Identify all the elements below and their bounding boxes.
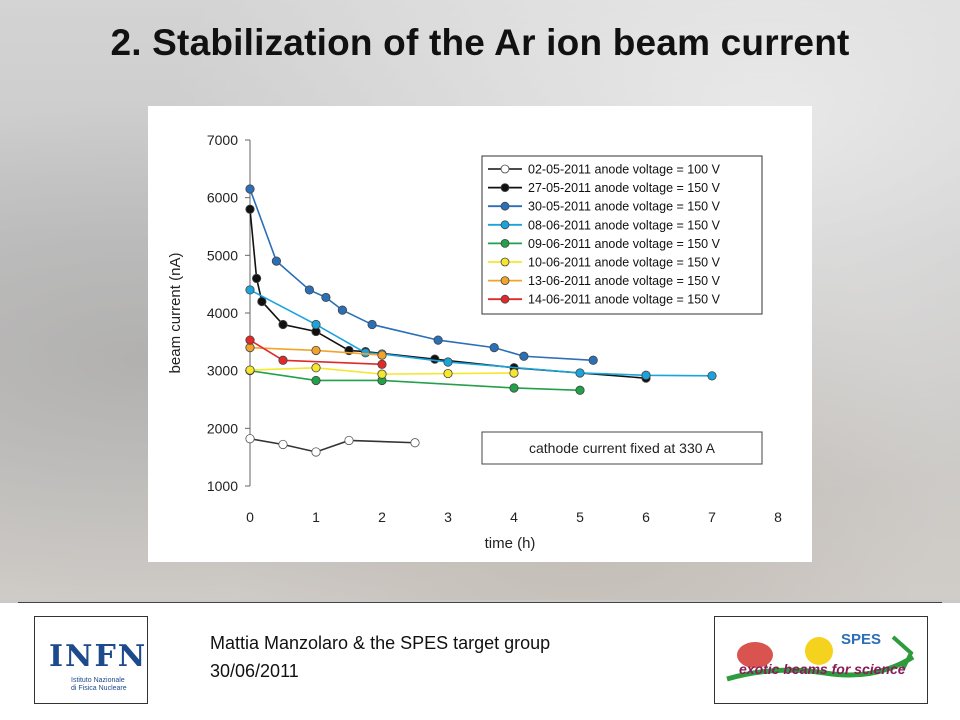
data-point xyxy=(377,359,387,369)
x-tick-label: 0 xyxy=(246,509,254,525)
legend-entry: 27-05-2011 anode voltage = 150 V xyxy=(528,181,721,195)
data-point xyxy=(321,292,331,303)
y-axis-label: beam current (nA) xyxy=(167,253,184,374)
x-tick-label: 5 xyxy=(576,509,584,525)
y-tick-label: 7000 xyxy=(207,132,238,148)
legend-swatch-marker xyxy=(500,201,510,211)
data-point xyxy=(344,435,354,446)
slide-title: 2. Stabilization of the Ar ion beam curr… xyxy=(110,22,850,63)
spes-logo-tagline: exotic beams for science xyxy=(739,661,906,677)
x-tick-label: 1 xyxy=(312,509,320,525)
legend-swatch-marker xyxy=(500,294,510,304)
legend-entry: 13-06-2011 anode voltage = 150 V xyxy=(528,274,721,288)
data-point xyxy=(519,351,529,361)
data-point xyxy=(377,369,387,379)
spes-logo-name: SPES xyxy=(841,631,882,648)
legend-entry: 14-06-2011 anode voltage = 150 V xyxy=(528,293,721,307)
data-point xyxy=(271,256,281,266)
data-point xyxy=(337,305,347,315)
legend-entry: 08-06-2011 anode voltage = 150 V xyxy=(528,218,721,232)
legend-entry: 02-05-2011 anode voltage = 100 V xyxy=(528,163,721,177)
data-point xyxy=(245,434,255,444)
data-point xyxy=(245,285,255,295)
x-tick-label: 3 xyxy=(444,509,452,525)
y-tick-label: 3000 xyxy=(207,363,238,379)
data-point xyxy=(257,296,267,307)
legend-box xyxy=(481,155,763,315)
data-point xyxy=(443,357,453,367)
data-point xyxy=(641,370,651,380)
legend-entry: 09-06-2011 anode voltage = 150 V xyxy=(528,237,721,251)
legend-swatch-marker xyxy=(500,220,510,230)
y-tick-label: 6000 xyxy=(207,190,238,206)
infn-logo: INFN Istituto Nazionale di Fisica Nuclea… xyxy=(34,616,148,704)
data-point xyxy=(575,368,585,378)
y-tick-label: 2000 xyxy=(207,420,238,436)
data-point xyxy=(575,385,585,395)
legend-swatch-marker xyxy=(500,257,510,267)
data-point xyxy=(311,363,321,373)
data-point xyxy=(509,368,519,378)
data-point xyxy=(311,447,321,457)
x-tick-label: 2 xyxy=(378,509,386,525)
x-tick-label: 4 xyxy=(510,509,518,525)
date-line: 30/06/2011 xyxy=(210,661,299,681)
data-point xyxy=(252,273,262,283)
chart-panel: 1000 2000 3000 4000 5000 6000 7000 0 1 2 3 4 5 6 7 8 tim… xyxy=(148,106,812,562)
data-point xyxy=(443,368,453,379)
data-point xyxy=(304,285,314,295)
legend-entry: 10-06-2011 anode voltage = 150 V xyxy=(528,256,721,270)
legend-swatch-marker xyxy=(500,238,510,248)
data-point xyxy=(410,438,420,448)
legend-swatch-marker xyxy=(500,276,510,286)
data-point xyxy=(489,343,499,353)
footer-divider xyxy=(18,602,942,603)
data-point xyxy=(367,319,377,330)
data-point xyxy=(278,439,288,450)
data-point xyxy=(245,204,255,214)
spes-logo-graphic xyxy=(726,635,915,682)
data-point xyxy=(278,355,288,365)
data-point xyxy=(311,345,321,356)
x-axis-label: time (h) xyxy=(485,535,536,552)
series-line xyxy=(249,188,594,362)
data-point xyxy=(430,354,440,364)
y-tick-label: 4000 xyxy=(207,305,238,321)
author-line: Mattia Manzolaro & the SPES target group xyxy=(210,633,551,653)
data-point xyxy=(433,335,443,345)
data-point xyxy=(509,383,519,393)
infn-logo-text: INFN xyxy=(49,639,148,674)
series-line xyxy=(249,289,713,377)
x-tick-label: 8 xyxy=(774,509,782,525)
data-point xyxy=(245,365,255,375)
data-point xyxy=(311,319,321,330)
x-tick-label: 7 xyxy=(708,509,716,525)
y-tick-label: 1000 xyxy=(207,478,238,494)
data-point xyxy=(245,335,255,345)
series-line xyxy=(249,437,416,453)
legend-entry: 30-05-2011 anode voltage = 150 V xyxy=(528,200,721,214)
data-point xyxy=(377,350,387,360)
y-tick-label: 5000 xyxy=(207,247,238,263)
beam-current-chart: 1000 2000 3000 4000 5000 6000 7000 0 1 2 3 4 5 6 7 8 tim… xyxy=(167,132,782,552)
annotation-text: cathode current fixed at 330 A xyxy=(529,440,716,456)
data-point xyxy=(278,319,288,330)
x-tick-label: 6 xyxy=(642,509,650,525)
legend-swatch-marker xyxy=(500,183,510,192)
data-point xyxy=(707,371,717,381)
annotation-box xyxy=(481,431,763,465)
legend-swatch-marker xyxy=(500,164,510,174)
data-point xyxy=(588,355,598,365)
data-point xyxy=(311,375,321,386)
spes-logo: SPES exotic beams for science xyxy=(714,616,928,704)
data-point xyxy=(245,184,255,194)
data-point xyxy=(360,348,371,358)
infn-logo-subtitle: Istituto Nazionale di Fisica Nucleare xyxy=(71,677,127,692)
